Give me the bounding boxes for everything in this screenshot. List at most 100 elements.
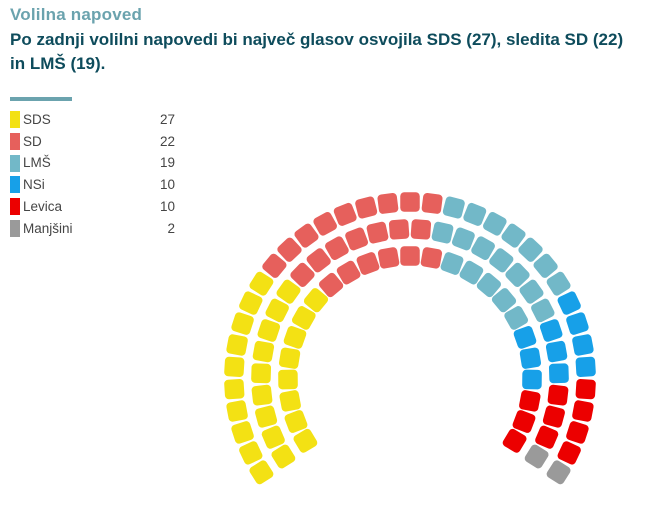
seat-sds [279,390,301,412]
seat-nsi [548,363,569,384]
seat-sds [284,410,308,433]
legend-item-manjšini[interactable]: Manjšini 2 [10,217,175,239]
seat-sd [420,247,443,269]
seat-sds [255,405,278,428]
seat-lmš [531,298,555,323]
seat-sd [333,202,357,226]
seat-lmš [505,262,530,288]
seat-sd [410,219,432,240]
seat-sds [231,421,254,444]
legend-label: SD [23,133,42,149]
seat-sd [313,211,338,236]
seat-sd [277,237,302,262]
legend: SDS 27 SD 22 LMŠ 19 NSi 10 Levica 10 Manjšini 2 [10,109,175,239]
seat-sd [388,219,410,240]
legend-item-sds[interactable]: SDS 27 [10,109,175,131]
legend-swatch [10,154,20,172]
legend-item-nsi[interactable]: NSi 10 [10,174,175,196]
seat-lmš [519,279,544,304]
seat-nsi [572,334,594,356]
seat-sd [345,227,369,251]
seat-nsi [545,340,568,363]
legend-swatch [10,219,20,237]
seat-lmš [533,253,558,278]
seat-levica [566,421,589,444]
seat-lmš [489,248,514,273]
seat-sds [278,347,301,369]
seat-nsi [539,319,563,342]
seat-lmš [463,202,487,226]
legend-swatch [10,133,20,151]
legend-value: 19 [159,155,175,171]
legend-label: NSi [23,177,45,193]
seat-lmš [491,288,517,313]
seat-lmš [482,211,507,236]
seat-sd [421,192,443,214]
seat-levica [557,441,581,465]
seat-lmš [476,272,502,298]
seat-sd [356,252,380,275]
seat-lmš [451,227,475,251]
seat-sds [249,271,274,296]
chart-subtitle: Po zadnji volilni napovedi bi največ gla… [10,30,624,73]
seat-lmš [431,221,454,244]
legend-item-sd[interactable]: SD 22 [10,131,175,153]
seat-sds [291,306,316,330]
seat-sd [355,196,378,219]
seat-nsi [575,356,596,377]
seat-levica [575,379,596,400]
seat-sds [252,340,275,363]
seat-sd [306,248,331,273]
legend-label: Manjšini [23,220,73,236]
seat-lmš [504,306,529,330]
legend-value: 10 [159,177,175,193]
seat-sd [318,272,344,298]
seat-sds [278,369,298,390]
seat-levica [547,384,569,406]
seat-nsi [557,291,581,315]
seat-levica [542,405,565,428]
seat-lmš [471,236,495,261]
seat-lmš [518,237,543,262]
seat-lmš [440,252,464,275]
seat-sds [276,279,301,304]
seat-lmš [501,223,526,248]
legend-value: 2 [167,220,175,236]
seat-levica [502,428,527,453]
legend-value: 10 [159,198,175,214]
seat-sds [249,460,274,485]
seat-sds [283,326,307,349]
legend-item-lmš[interactable]: LMŠ 19 [10,152,175,174]
seat-lmš [442,196,465,219]
legend-label: LMŠ [23,155,51,171]
seat-sds [293,428,318,453]
seat-sds [271,444,296,469]
seat-lmš [459,260,484,285]
seat-sd [400,192,420,212]
seat-sd [377,247,400,269]
seat-sd [290,262,315,288]
seat-sd [366,221,389,244]
seat-sd [400,246,420,266]
seat-manjšini [524,444,549,469]
chart-title: Volilna napoved [10,5,143,24]
seat-sds [265,298,289,323]
seat-sds [303,288,329,313]
legend-label: SDS [23,112,51,128]
seat-manjšini [546,460,571,485]
seat-sds [226,400,248,422]
legend-item-levica[interactable]: Levica 10 [10,196,175,218]
seat-levica [535,425,559,449]
seat-sds [239,291,263,315]
legend-swatch [10,198,20,216]
seat-sd [294,223,319,248]
seat-nsi [513,326,537,349]
seat-sds [239,441,263,465]
seat-sd [325,236,349,261]
seat-levica [512,410,536,433]
seat-nsi [519,347,542,369]
seat-sds [224,379,245,400]
seat-lmš [546,271,571,296]
seat-nsi [566,312,589,335]
